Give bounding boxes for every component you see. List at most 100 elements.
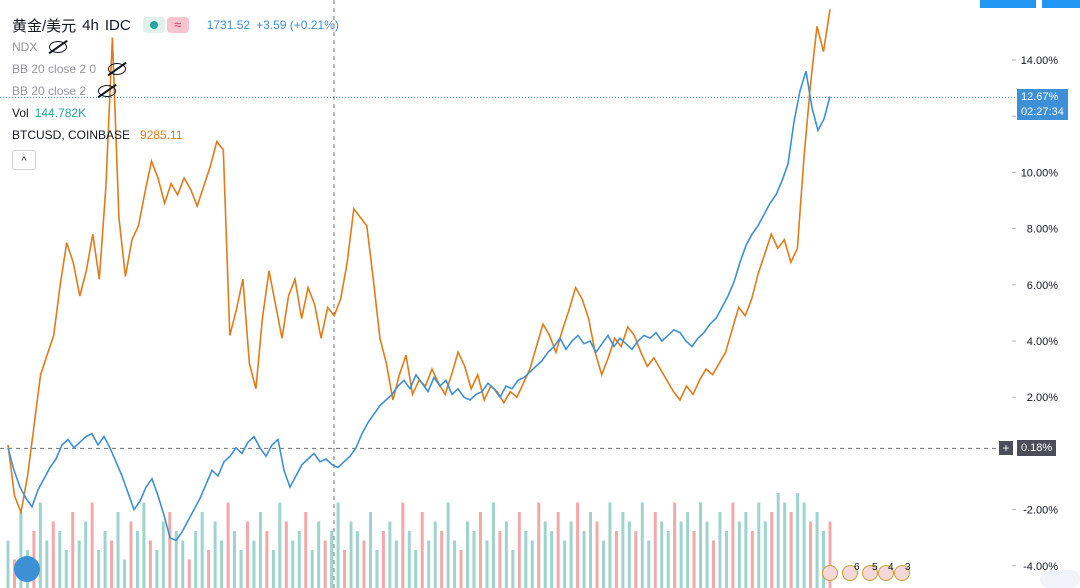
volume-bar bbox=[310, 550, 314, 588]
volume-bar bbox=[110, 540, 114, 588]
volume-bar bbox=[446, 502, 450, 588]
volume-bar bbox=[686, 512, 690, 588]
event-count: 6 bbox=[854, 562, 860, 573]
hidden-eye-icon[interactable] bbox=[98, 85, 117, 97]
volume-bar bbox=[45, 540, 49, 588]
volume-bar bbox=[550, 531, 554, 588]
flag-icon[interactable] bbox=[878, 565, 894, 581]
flag-icon[interactable] bbox=[822, 565, 838, 581]
volume-bar bbox=[103, 531, 107, 588]
volume-bar bbox=[796, 493, 800, 588]
volume-bar bbox=[349, 521, 353, 588]
volume-bar bbox=[245, 521, 249, 588]
compare-icon[interactable]: ≈ bbox=[166, 17, 189, 33]
volume-bar bbox=[330, 531, 334, 588]
volume-bar bbox=[582, 531, 586, 588]
hidden-eye-icon[interactable] bbox=[108, 63, 127, 75]
y-tick-label: 4.00% bbox=[1027, 336, 1058, 348]
hidden-eye-icon[interactable] bbox=[49, 41, 68, 53]
current-pct-badge: 12.67% 02:27:34 bbox=[1017, 89, 1068, 121]
volume-bar bbox=[356, 531, 360, 588]
volume-bar bbox=[815, 512, 819, 588]
volume-bar bbox=[737, 521, 741, 588]
volume-bar bbox=[148, 540, 152, 588]
tradingview-logo-icon[interactable] bbox=[14, 556, 40, 582]
volume-bar bbox=[226, 502, 230, 588]
add-plus-button[interactable]: + bbox=[999, 441, 1013, 456]
y-tick-label: -2.00% bbox=[1023, 505, 1058, 517]
volume-bar bbox=[265, 531, 269, 588]
volume-bar bbox=[589, 512, 593, 588]
volume-bar bbox=[569, 521, 573, 588]
volume-bar bbox=[38, 502, 42, 588]
flag-icon[interactable] bbox=[862, 565, 878, 581]
volume-bar bbox=[161, 521, 165, 588]
volume-bar bbox=[692, 531, 696, 588]
volume-bar bbox=[427, 540, 431, 588]
volume-bar bbox=[258, 512, 262, 588]
volume-bar bbox=[485, 540, 489, 588]
volume-bar bbox=[770, 512, 774, 588]
volume-bar bbox=[621, 512, 625, 588]
volume-bar bbox=[194, 531, 198, 588]
symbol-name[interactable]: 黄金/美元 bbox=[12, 17, 77, 35]
volume-bar bbox=[530, 540, 534, 588]
legend: 黄金/美元 4h IDC ≈ 1731.52 +3.59 (+0.21%) ND… bbox=[12, 14, 339, 170]
volume-bar bbox=[595, 521, 599, 588]
bb2-label: BB 20 close 2 bbox=[12, 84, 87, 98]
event-count: 4 bbox=[888, 562, 894, 573]
volume-bar bbox=[647, 540, 651, 588]
top-blue-button-right[interactable] bbox=[1042, 0, 1080, 8]
scroll-icon[interactable] bbox=[1040, 570, 1080, 588]
volume-bar bbox=[181, 540, 185, 588]
volume-bar bbox=[77, 540, 81, 588]
volume-bar bbox=[453, 540, 457, 588]
volume-bar bbox=[802, 502, 806, 588]
volume-bar bbox=[271, 550, 275, 588]
volume-bar bbox=[828, 521, 832, 588]
crosshair-pct-badge: 0.18% bbox=[1017, 440, 1057, 457]
top-blue-button-left[interactable] bbox=[980, 0, 1036, 8]
volume-bar bbox=[155, 550, 159, 588]
volume-bar bbox=[220, 540, 224, 588]
volume-bar bbox=[608, 502, 612, 588]
volume-bar bbox=[504, 521, 508, 588]
countdown: 02:27:34 bbox=[1021, 106, 1064, 119]
volume-bar bbox=[304, 512, 308, 588]
volume-bar bbox=[174, 531, 178, 588]
interval[interactable]: 4h bbox=[82, 16, 99, 34]
volume-bar bbox=[563, 540, 567, 588]
volume-bar bbox=[84, 521, 88, 588]
volume-bar bbox=[822, 531, 826, 588]
volume-bar bbox=[239, 550, 243, 588]
volume-bar bbox=[640, 502, 644, 588]
volume-bar bbox=[511, 550, 515, 588]
volume-bar bbox=[317, 521, 321, 588]
volume-bar bbox=[278, 502, 282, 588]
volume-bar bbox=[537, 502, 541, 588]
volume-bar bbox=[207, 550, 211, 588]
volume-bar bbox=[601, 540, 605, 588]
volume-bar bbox=[517, 512, 521, 588]
volume-bar bbox=[653, 512, 657, 588]
volume-bar bbox=[394, 540, 398, 588]
volume-bar bbox=[783, 502, 787, 588]
volume-bar bbox=[284, 521, 288, 588]
volume-bar bbox=[744, 512, 748, 588]
vol-label: Vol bbox=[12, 106, 29, 120]
volume-bar bbox=[699, 502, 703, 588]
flag-icon[interactable] bbox=[894, 565, 910, 581]
volume-bar bbox=[491, 502, 495, 588]
y-tick-label: 6.00% bbox=[1027, 280, 1058, 292]
flag-icon[interactable] bbox=[842, 565, 858, 581]
volume-bar bbox=[634, 531, 638, 588]
volume-bar bbox=[472, 531, 476, 588]
bb1-label: BB 20 close 2 0 bbox=[12, 62, 97, 76]
volume-bar bbox=[414, 550, 418, 588]
collapse-legend-button[interactable]: ^ bbox=[12, 150, 36, 170]
volume-bar bbox=[809, 521, 813, 588]
volume-bar bbox=[776, 493, 780, 588]
gold-price: 1731.52 bbox=[206, 18, 251, 32]
volume-bar bbox=[168, 512, 172, 588]
